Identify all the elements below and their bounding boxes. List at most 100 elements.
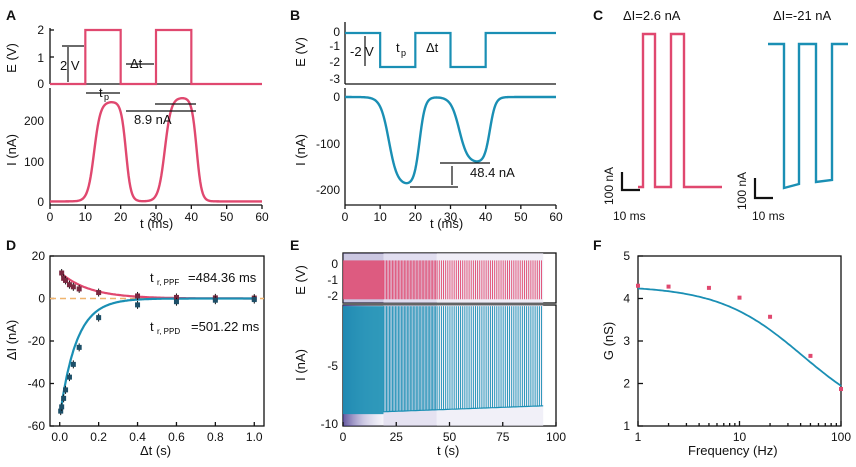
panel-f-ticks: 1 10 100 1 2 3 4 5	[623, 249, 851, 444]
panel-d-ytick-label: 0	[38, 292, 45, 306]
panel-d: D ΔI (nA) Δt (s) 0.0 0.2 0.4 0.6 0.8 1.0 20 0 -2…	[4, 237, 265, 458]
panel-f-point	[666, 284, 671, 289]
panel-d-xtick-label: 1.0	[246, 430, 263, 444]
panel-a-tp-label: t	[99, 85, 103, 100]
panel-d-ytick-label: 20	[32, 249, 46, 263]
panel-d-point-ppf	[135, 293, 141, 299]
panel-letter-b: B	[290, 7, 300, 23]
panel-e-current-spikes	[343, 306, 544, 415]
panel-b-bottom-ytick-200: -200	[316, 183, 340, 197]
panel-d-ytick-label: -20	[28, 334, 46, 348]
panel-a-bottom-ylabel: I (nA)	[4, 134, 19, 166]
panel-a-xlabel: t (ms)	[140, 216, 173, 231]
panel-f-points	[636, 283, 843, 392]
panel-d-point-ppf	[173, 294, 179, 300]
panel-b-xtick-label: 40	[479, 210, 493, 224]
panel-f-point	[636, 283, 640, 288]
panel-letter-e: E	[290, 237, 299, 253]
panel-d-point-ppf	[59, 270, 65, 276]
panel-e-xtick-label: 75	[496, 430, 510, 444]
panel-d-point-ppd	[59, 404, 65, 410]
panel-b-delta-label: 48.4 nA	[470, 165, 515, 180]
panel-e: E E (V) I (nA) 0 -1 -2 -5 -10 0 25 50 75 100…	[290, 237, 566, 458]
panel-f-ylabel: G (nS)	[601, 322, 616, 360]
panel-d-point-ppd	[173, 299, 179, 305]
panel-letter-a: A	[6, 7, 16, 23]
panel-d-ppf-t: t	[150, 270, 154, 285]
panel-b-top-ytick-2: -2	[329, 55, 340, 69]
panel-f-ytick-label: 3	[623, 334, 630, 348]
panel-d-ytick-label: -60	[28, 419, 46, 433]
panel-c-scalebar-2	[753, 178, 773, 200]
panel-e-xtick-label: 100	[546, 430, 566, 444]
panel-d-ylabel: ΔI (nA)	[4, 320, 19, 360]
panel-b-xtick-label: 50	[514, 210, 528, 224]
panel-f: F G (nS) Frequency (Hz) 1 10 100 1 2 3 4 5	[593, 237, 851, 458]
panel-e-xticks: 0 25 50 75 100	[340, 422, 566, 444]
panel-d-ytick-label: -40	[28, 377, 46, 391]
panel-d-ppd-fit	[59, 297, 254, 411]
panel-d-ticks: 0.0 0.2 0.4 0.6 0.8 1.0 20 0 -20 -40 -60	[28, 249, 263, 444]
panel-b-xtick-label: 0	[342, 210, 349, 224]
panel-a-top-ytick-2: 2	[37, 23, 44, 37]
panel-b-current-trace	[344, 95, 556, 185]
panel-a-bottom-ytick-200: 200	[24, 114, 44, 128]
panel-d-point-ppd	[251, 297, 257, 303]
panel-c-scale-y-2: 100 nA	[735, 172, 749, 210]
panel-a-xticks: 0 10 20 30 40 50 60	[47, 205, 269, 224]
panel-e-xlabel: t (s)	[437, 443, 459, 458]
panel-f-xlabel: Frequency (Hz)	[688, 443, 778, 458]
panel-e-top-ytick-1: -1	[327, 273, 338, 287]
panel-b-interval-label: Δt	[426, 40, 439, 55]
panel-d-xtick-label: 0.2	[90, 430, 107, 444]
panel-c-trace-negative	[768, 42, 848, 190]
panel-d-xtick-label: 0.4	[129, 430, 146, 444]
panel-c-trace-positive	[638, 32, 722, 189]
panel-b-voltage-trace	[345, 31, 556, 69]
panel-b-top-ylabel: E (V)	[293, 37, 308, 67]
panel-a-delta-label: 8.9 nA	[134, 112, 172, 127]
panel-f-xtick-label: 10	[733, 430, 747, 444]
panel-d-ppf-value: =484.36 ms	[188, 270, 257, 285]
panel-a-tp-sub: p	[104, 92, 109, 102]
panel-letter-f: F	[593, 237, 602, 253]
panel-f-ytick-label: 1	[623, 419, 630, 433]
panel-letter-c: C	[593, 7, 603, 23]
panel-d-points	[58, 269, 257, 416]
panel-d-point-ppd	[58, 408, 64, 414]
panel-letter-d: D	[6, 237, 16, 253]
panel-d-xtick-label: 0.8	[207, 430, 224, 444]
panel-b-amp-label: -2 V	[350, 44, 374, 59]
panel-d-point-ppd	[135, 302, 141, 308]
panel-e-current-dense-block	[343, 306, 384, 415]
panel-f-ytick-label: 5	[623, 249, 630, 263]
panel-e-top-ylabel: E (V)	[293, 265, 308, 295]
panel-e-xtick-label: 0	[340, 430, 347, 444]
panel-e-voltage-spikes	[343, 260, 542, 300]
panel-a-current-trace	[49, 96, 262, 203]
panel-f-xtick-label: 100	[831, 430, 851, 444]
panel-d-point-ppd	[63, 387, 69, 393]
panel-d-xlabel: Δt (s)	[140, 443, 171, 458]
panel-f-point	[737, 295, 742, 300]
panel-a-xtick-label: 10	[79, 210, 93, 224]
panel-e-current-baseline	[383, 405, 544, 413]
panel-a-bottom-ytick-100: 100	[24, 155, 44, 169]
panel-b-xtick-label: 30	[444, 210, 458, 224]
panel-d-point-ppd	[66, 374, 72, 380]
panel-d-ppd-value: =501.22 ms	[191, 319, 260, 334]
panel-a-top-ytick-0: 0	[37, 77, 44, 91]
panel-d-point-ppf	[76, 286, 82, 292]
panel-b-bottom-ytick-100: -100	[316, 137, 340, 151]
panel-c-scale-y-1: 100 nA	[602, 167, 616, 205]
panel-e-top-ytick-0: 0	[331, 257, 338, 271]
panel-b-xtick-label: 10	[373, 210, 387, 224]
panel-e-voltage-dense-block	[343, 260, 384, 300]
panel-f-xtick-label: 1	[635, 430, 642, 444]
panel-f-frame	[637, 255, 842, 427]
panel-d-ppd-t: t	[150, 319, 154, 334]
panel-a-top-ylabel: E (V)	[4, 43, 19, 73]
panel-d-point-ppf	[66, 282, 72, 288]
panel-d-point-ppf	[70, 284, 76, 290]
